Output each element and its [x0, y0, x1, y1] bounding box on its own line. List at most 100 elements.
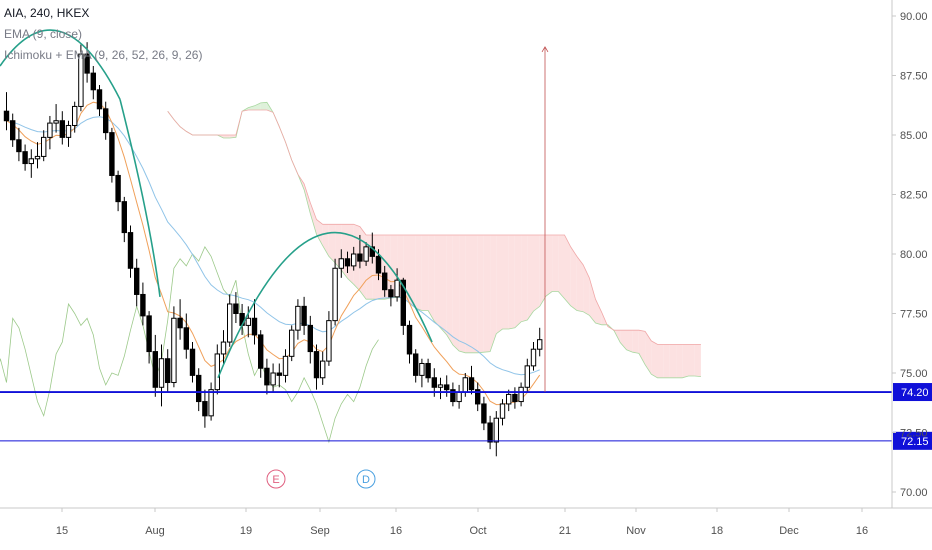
- cloud-segment: [552, 234, 559, 292]
- candle: [34, 142, 41, 169]
- cloud-segment: [632, 330, 639, 354]
- candle-body: [351, 253, 357, 267]
- y-tick-label: 85.00: [900, 130, 928, 142]
- candle-body: [499, 403, 506, 419]
- cloud-segment: [496, 234, 503, 334]
- candle: [202, 389, 208, 428]
- candle: [388, 284, 394, 307]
- lagging-line: [0, 246, 379, 444]
- cloud-segment: [564, 234, 571, 306]
- cloud-segment: [452, 234, 460, 351]
- candle: [344, 251, 351, 274]
- ema-legend[interactable]: EMA (9, close): [4, 27, 83, 41]
- candle-body: [227, 303, 233, 343]
- candle-body: [506, 393, 512, 405]
- candle: [468, 365, 475, 395]
- candle: [419, 358, 425, 388]
- candle-body: [313, 351, 320, 379]
- candle: [487, 415, 493, 450]
- cloud-segment: [558, 234, 565, 299]
- candle: [338, 249, 345, 278]
- x-tick-label: 21: [559, 525, 571, 537]
- cloud-segment: [626, 330, 633, 353]
- candle-body: [419, 362, 425, 376]
- candle: [109, 127, 115, 183]
- cloud-segment: [533, 234, 540, 312]
- candle: [239, 303, 245, 335]
- candle-body: [270, 372, 276, 386]
- dividend-marker[interactable]: D: [356, 469, 376, 489]
- x-tick-label: Dec: [779, 525, 799, 537]
- candle-body: [41, 136, 47, 157]
- cloud-segment: [521, 234, 528, 322]
- candle: [444, 375, 450, 397]
- candle: [196, 368, 202, 412]
- candle: [158, 344, 165, 407]
- candle-body: [10, 120, 16, 141]
- candle: [326, 311, 332, 366]
- candle-body: [425, 362, 431, 379]
- candle: [524, 358, 530, 393]
- symbol-title[interactable]: AIA, 240, HKEX: [4, 6, 90, 20]
- candle: [530, 342, 537, 371]
- candle: [53, 104, 59, 133]
- candle-body: [158, 358, 165, 388]
- candle-body: [344, 258, 351, 267]
- candle-body: [394, 279, 400, 298]
- level-label: 74.20: [901, 387, 929, 399]
- candle: [512, 387, 518, 409]
- cloud-segment: [682, 344, 689, 378]
- x-tick-label: 18: [711, 525, 723, 537]
- cloud-segment: [651, 340, 658, 378]
- candle: [3, 92, 10, 131]
- cloud-segment: [527, 234, 534, 321]
- cloud-segment: [502, 234, 509, 329]
- candle: [289, 325, 295, 362]
- candle: [425, 358, 431, 383]
- cloud-segment: [657, 344, 664, 378]
- x-tick-label: Oct: [469, 525, 486, 537]
- candle-body: [34, 155, 41, 160]
- candle: [233, 292, 239, 324]
- candle: [320, 351, 326, 385]
- candle: [214, 344, 221, 395]
- arc-fall: [119, 99, 161, 297]
- candle: [189, 342, 196, 383]
- candle: [72, 101, 78, 133]
- cloud-segment: [434, 234, 441, 328]
- cloud-segment: [595, 299, 602, 325]
- candle: [307, 315, 314, 364]
- candle-body: [437, 384, 444, 388]
- earnings-marker[interactable]: E: [266, 469, 286, 489]
- candle: [127, 225, 134, 278]
- candle-body: [3, 110, 10, 122]
- candle-body: [475, 389, 481, 405]
- cloud-segment: [353, 224, 360, 291]
- candle-body: [115, 174, 121, 203]
- cloud-segment: [514, 234, 522, 328]
- candle-body: [530, 348, 537, 367]
- candle-body: [338, 258, 345, 269]
- candle-body: [183, 327, 190, 350]
- candle: [22, 144, 28, 171]
- cloud-segment: [688, 344, 695, 376]
- candle: [103, 101, 109, 140]
- candle: [90, 65, 96, 100]
- horizontal-lines: 74.20 72.15: [0, 383, 932, 450]
- candle: [450, 382, 456, 407]
- candle-body: [512, 393, 518, 403]
- candle-body: [363, 246, 369, 262]
- candle-body: [251, 317, 258, 336]
- ichimoku-legend[interactable]: Ichimoku + EMA (9, 26, 52, 26, 9, 26): [4, 48, 203, 62]
- candle-body: [16, 139, 22, 153]
- cloud-segment: [347, 224, 354, 285]
- candle: [171, 306, 177, 388]
- candle-body: [214, 353, 221, 391]
- candle-body: [220, 341, 227, 355]
- candle: [10, 113, 16, 147]
- candle-body: [152, 351, 159, 388]
- y-tick-label: 77.50: [900, 309, 928, 321]
- candle: [506, 389, 512, 412]
- candle-body: [84, 53, 90, 74]
